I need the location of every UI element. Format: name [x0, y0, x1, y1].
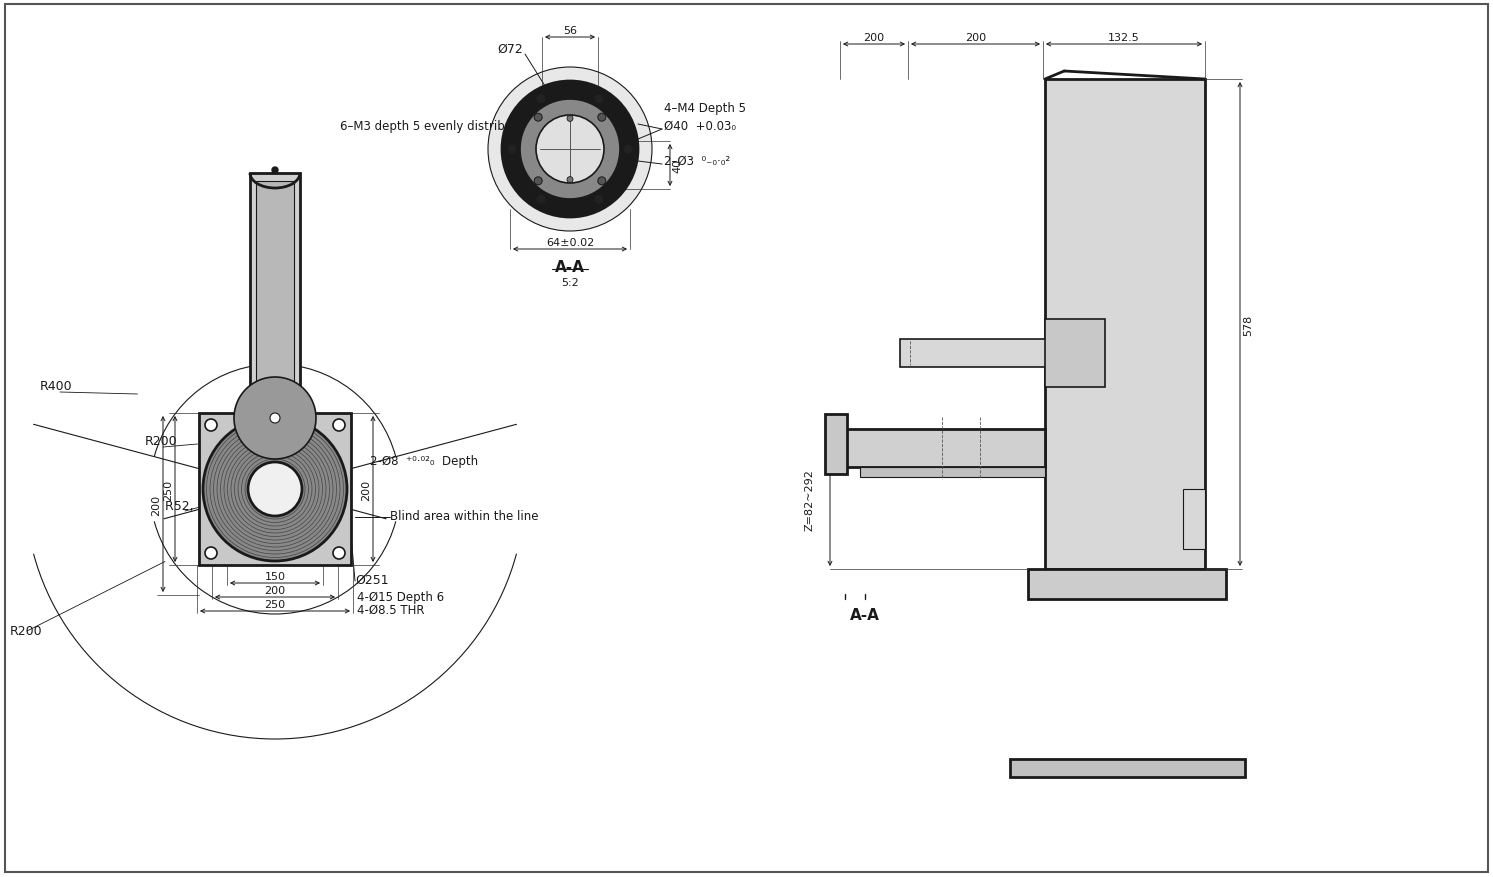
- Text: A-A: A-A: [850, 607, 879, 623]
- Text: 6–M3 depth 5 evenly distributed: 6–M3 depth 5 evenly distributed: [340, 120, 532, 132]
- Circle shape: [536, 116, 605, 184]
- Text: R200: R200: [145, 434, 178, 447]
- Text: 56: 56: [563, 26, 576, 36]
- Circle shape: [534, 178, 542, 186]
- Circle shape: [333, 419, 345, 431]
- Text: R400: R400: [40, 380, 73, 393]
- Circle shape: [203, 417, 346, 561]
- Circle shape: [205, 419, 216, 431]
- Text: Z=82~292: Z=82~292: [805, 468, 815, 531]
- Text: Ø72: Ø72: [497, 43, 523, 56]
- Circle shape: [234, 378, 317, 460]
- Text: 200: 200: [264, 585, 285, 595]
- Circle shape: [270, 414, 281, 424]
- Circle shape: [567, 117, 573, 122]
- Circle shape: [248, 462, 302, 517]
- Text: 2-Ø8  ⁺⁰·⁰²₀  Depth: 2-Ø8 ⁺⁰·⁰²₀ Depth: [370, 454, 478, 467]
- Text: 64±0.02: 64±0.02: [546, 238, 594, 247]
- Bar: [860, 467, 1045, 477]
- Text: 200: 200: [863, 33, 884, 43]
- Circle shape: [536, 195, 546, 205]
- Circle shape: [488, 68, 652, 232]
- Text: 40: 40: [672, 159, 682, 173]
- Text: 578: 578: [1244, 314, 1253, 335]
- Bar: [1009, 759, 1245, 777]
- Text: 200: 200: [361, 479, 370, 500]
- Text: R52, 1: R52, 1: [166, 499, 206, 512]
- Text: 200: 200: [964, 33, 985, 43]
- Circle shape: [597, 178, 606, 186]
- Text: A-A: A-A: [555, 260, 585, 275]
- Circle shape: [502, 82, 638, 217]
- Text: 4-Ø8.5 THR: 4-Ø8.5 THR: [357, 603, 424, 617]
- Text: Blind area within the line: Blind area within the line: [390, 510, 539, 523]
- Bar: [249, 174, 300, 414]
- Bar: [1045, 319, 1105, 388]
- Bar: [255, 182, 294, 405]
- Text: 200: 200: [151, 494, 161, 515]
- Bar: [1045, 80, 1205, 569]
- Bar: [1182, 489, 1205, 549]
- Text: 4–M4 Depth 5: 4–M4 Depth 5: [664, 102, 746, 115]
- Circle shape: [272, 168, 278, 174]
- Bar: [841, 430, 1045, 467]
- Bar: [199, 414, 351, 566]
- Circle shape: [508, 145, 517, 155]
- Bar: [826, 415, 847, 474]
- Text: 250: 250: [264, 599, 285, 610]
- Circle shape: [594, 195, 605, 205]
- Text: Ø251: Ø251: [355, 574, 388, 587]
- Bar: [1029, 569, 1226, 599]
- Text: R200: R200: [10, 624, 43, 638]
- Circle shape: [567, 177, 573, 183]
- Circle shape: [597, 114, 606, 122]
- Text: 250: 250: [163, 479, 173, 500]
- Bar: [542, 142, 599, 189]
- Text: 150: 150: [264, 571, 285, 581]
- Text: 5:2: 5:2: [561, 278, 579, 288]
- Text: 132.5: 132.5: [1108, 33, 1139, 43]
- Text: 4-Ø15 Depth 6: 4-Ø15 Depth 6: [357, 590, 443, 603]
- Circle shape: [536, 95, 546, 104]
- Circle shape: [205, 547, 216, 560]
- Text: 2–Ø3  ⁰₋₀·₀²: 2–Ø3 ⁰₋₀·₀²: [664, 155, 730, 168]
- Circle shape: [520, 100, 620, 200]
- Circle shape: [594, 95, 605, 104]
- Bar: [900, 339, 1060, 367]
- Text: Ø40  +0.03₀: Ø40 +0.03₀: [664, 120, 736, 132]
- Circle shape: [333, 547, 345, 560]
- Circle shape: [534, 114, 542, 122]
- Circle shape: [623, 145, 633, 155]
